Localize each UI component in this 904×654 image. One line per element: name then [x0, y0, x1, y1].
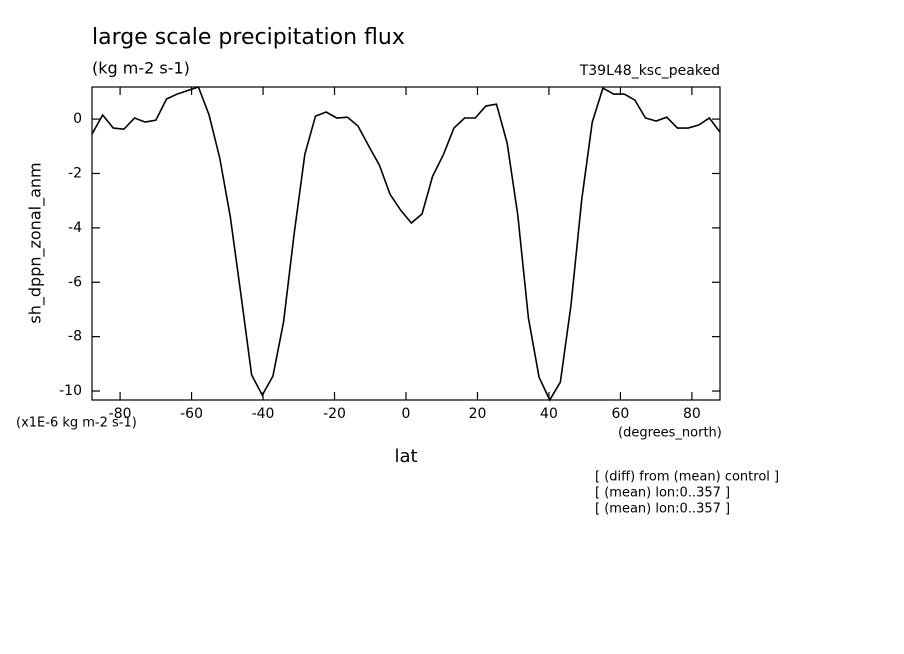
y-axis-label: sh_dppn_zonal_anm: [26, 162, 46, 323]
note: [ (diff) from (mean) control ]: [595, 470, 779, 485]
y-tick-label: -4: [68, 220, 82, 236]
x-tick-label: 80: [683, 406, 701, 422]
data-line: [91, 85, 721, 402]
note: [ (mean) lon:0..357 ]: [595, 502, 730, 517]
run-label: T39L48_ksc_peaked: [579, 63, 720, 79]
x-tick-label: -80: [109, 406, 132, 422]
y-tick-label: -10: [59, 383, 82, 399]
y-tick-label: -6: [68, 274, 82, 290]
chart-subtitle: (kg m-2 s-1): [92, 59, 190, 78]
plot-frame: [91, 86, 721, 401]
chart-title: large scale precipitation flux: [92, 25, 405, 50]
x-tick-label: -20: [323, 406, 346, 422]
x-axis-label: lat: [394, 446, 417, 467]
x-units: (degrees_north): [618, 426, 722, 441]
y-units: (x1E-6 kg m-2 s-1): [16, 416, 137, 431]
x-tick-label: -40: [252, 406, 275, 422]
y-tick-label: 0: [73, 111, 82, 127]
x-tick-label: 60: [612, 406, 630, 422]
y-tick-label: -8: [68, 329, 82, 345]
y-tick-label: -2: [68, 165, 82, 181]
x-tick-label: 40: [540, 406, 558, 422]
axes: [92, 87, 720, 400]
note: [ (mean) lon:0..357 ]: [595, 486, 730, 501]
x-tick-label: 20: [469, 406, 487, 422]
x-tick-label: -60: [180, 406, 203, 422]
x-tick-label: 0: [402, 406, 411, 422]
